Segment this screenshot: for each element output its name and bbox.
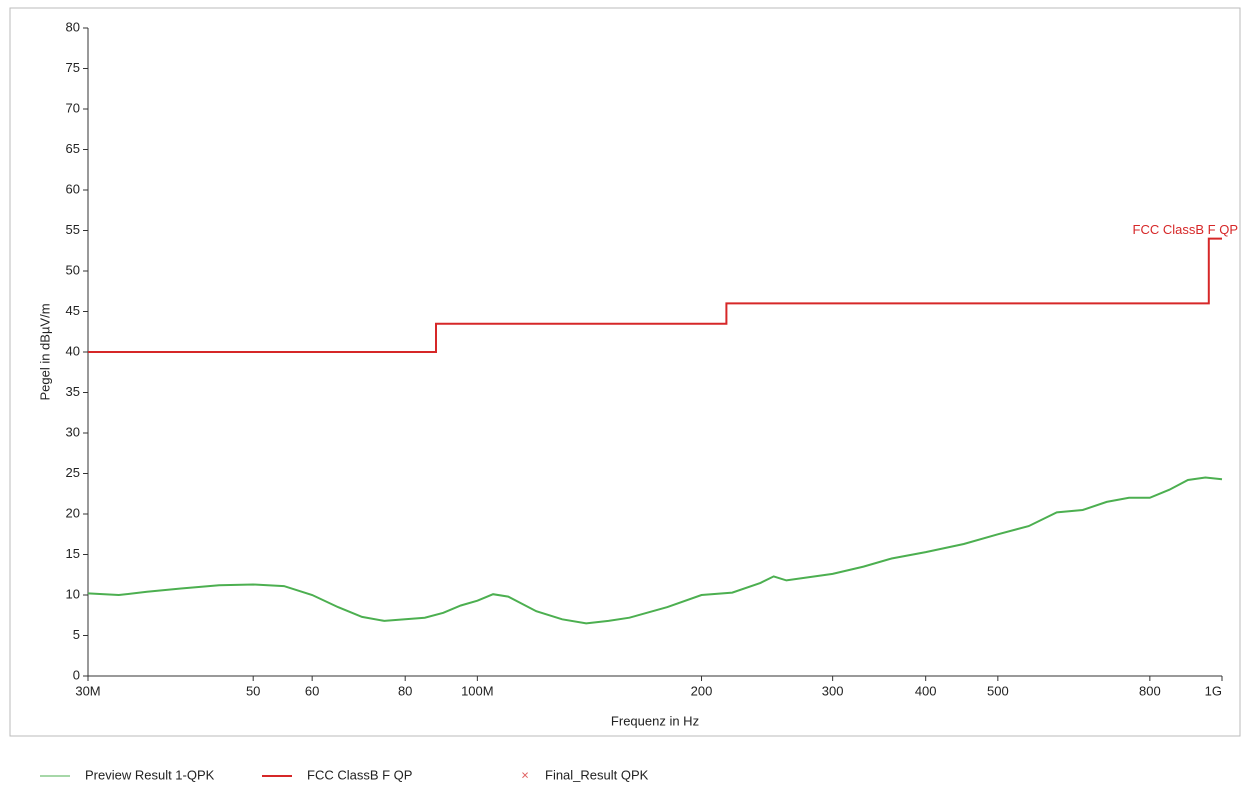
series-line [88,237,1222,353]
series-line [87,476,1223,625]
y-tick-label: 30 [66,424,80,439]
x-tick-label: 300 [822,683,844,698]
y-tick-label: 10 [66,586,80,601]
legend-label: Preview Result 1-QPK [85,767,215,782]
x-tick-label: 800 [1139,683,1161,698]
x-tick-label: 500 [987,683,1009,698]
y-tick-label: 35 [66,384,80,399]
y-tick-label: 20 [66,505,80,520]
y-tick-label: 65 [66,141,80,156]
y-tick-label: 15 [66,546,80,561]
annotation: FCC ClassB F QP [1133,222,1238,237]
legend-marker: × [521,767,529,782]
frame [9,7,1241,737]
y-tick-label: 45 [66,303,80,318]
x-tick-label: 1G [1205,683,1222,698]
y-tick-label: 40 [66,343,80,358]
x-axis-label: Frequenz in Hz [611,713,699,728]
x-tick-label: 80 [398,683,412,698]
y-tick-label: 25 [66,465,80,480]
y-tick-label: 50 [66,262,80,277]
x-tick-label: 400 [915,683,937,698]
y-tick-label: 80 [66,19,80,34]
x-tick-label: 60 [305,683,319,698]
y-tick-label: 0 [73,667,80,682]
legend-label: FCC ClassB F QP [307,767,412,782]
y-tick-label: 5 [73,627,80,642]
y-tick-label: 55 [66,222,80,237]
x-tick-label: 100M [461,683,494,698]
y-tick-label: 75 [66,60,80,75]
x-tick-label: 200 [691,683,713,698]
y-tick-label: 60 [66,181,80,196]
y-axis-label: Pegel in dBµV/m [37,303,52,400]
legend-label: Final_Result QPK [545,767,649,782]
x-tick-label: 50 [246,683,260,698]
y-tick-label: 70 [66,100,80,115]
x-tick-label: 30M [75,683,100,698]
